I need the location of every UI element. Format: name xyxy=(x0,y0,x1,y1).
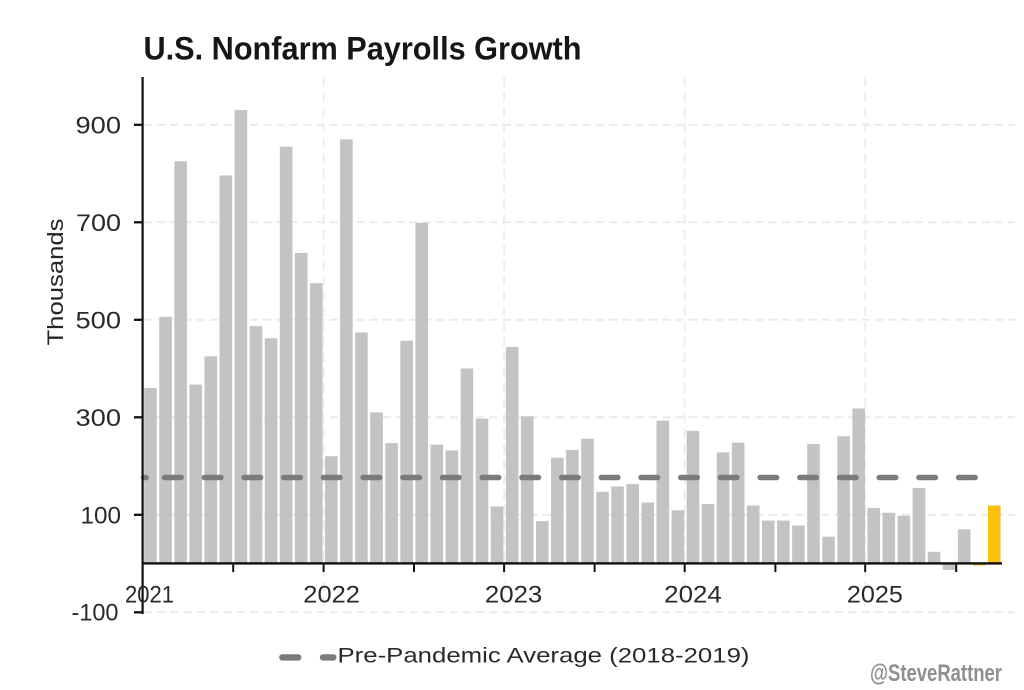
svg-text:Thousands: Thousands xyxy=(43,219,68,346)
svg-text:300: 300 xyxy=(76,405,122,432)
svg-text:900: 900 xyxy=(76,112,122,139)
svg-text:-100: -100 xyxy=(72,600,119,627)
svg-text:U.S. Nonfarm Payrolls Growth: U.S. Nonfarm Payrolls Growth xyxy=(144,31,582,67)
svg-text:2024: 2024 xyxy=(664,581,722,608)
svg-text:2023: 2023 xyxy=(485,581,542,608)
svg-text:700: 700 xyxy=(76,210,121,237)
svg-text:Pre-Pandemic Average (2018-201: Pre-Pandemic Average (2018-2019) xyxy=(338,644,750,668)
svg-text:2025: 2025 xyxy=(847,581,903,608)
svg-text:@SteveRattner: @SteveRattner xyxy=(870,660,1002,687)
svg-text:2021: 2021 xyxy=(125,581,174,608)
svg-text:100: 100 xyxy=(81,502,122,529)
svg-text:2022: 2022 xyxy=(303,581,360,608)
svg-text:500: 500 xyxy=(76,307,122,334)
